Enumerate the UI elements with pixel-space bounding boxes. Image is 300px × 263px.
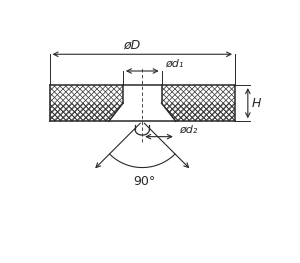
Bar [50,85,235,121]
Polygon shape [109,103,176,121]
Text: ød₁: ød₁ [165,59,184,69]
Bar [123,85,162,103]
Text: 90°: 90° [134,175,156,188]
Text: H: H [251,97,261,110]
Text: ød₂: ød₂ [180,125,198,135]
Text: øD: øD [123,38,141,51]
